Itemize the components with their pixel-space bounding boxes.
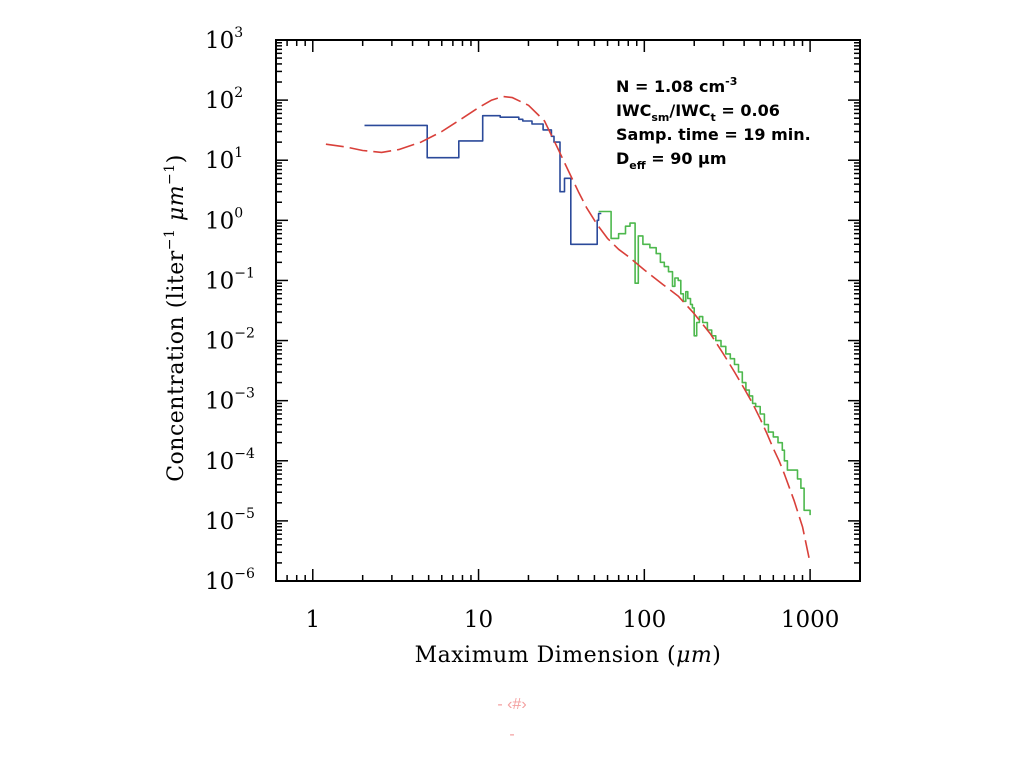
x-tick-label: 1	[305, 607, 320, 633]
x-tick-label: 100	[622, 607, 666, 633]
y-tick-label: 100	[205, 205, 243, 234]
axis-ticks	[275, 40, 861, 582]
y-tick-label: 10−3	[205, 386, 255, 415]
footer-dash: -	[509, 726, 515, 743]
data-series	[325, 95, 811, 564]
y-tick-label: 10−4	[205, 446, 255, 475]
x-axis-title: Maximum Dimension (μm)	[415, 643, 722, 668]
annotation-iwc-ratio: IWCsm/IWCt = 0.06	[616, 101, 780, 124]
x-tick-label: 1000	[781, 607, 840, 633]
series-line-1	[364, 114, 602, 246]
slide-number: - ‹#›	[497, 696, 527, 713]
y-tick-label: 102	[205, 85, 243, 114]
y-tick-label: 10−5	[205, 506, 255, 535]
y-tick-labels: 10−6 10−5 10−4 10−3 10−2 10−1 100 101 102 103	[205, 25, 255, 595]
y-axis-title: Concentration (liter−1 μm−1)	[162, 154, 189, 482]
y-tick-label: 101	[205, 145, 243, 174]
series-line-2	[598, 210, 811, 516]
annotation-number-concentration: N = 1.08 cm-3	[616, 75, 737, 96]
plot-frame	[275, 39, 861, 582]
series-line-3	[325, 95, 811, 564]
annotation-effective-diameter: Deff = 90 μm	[616, 149, 726, 172]
y-tick-label: 10−2	[205, 326, 255, 355]
x-tick-labels: 1 10 100 1000	[305, 607, 839, 633]
y-tick-label: 10−6	[205, 566, 255, 595]
y-tick-label: 103	[205, 25, 243, 54]
x-tick-label: 10	[464, 607, 493, 633]
y-tick-label: 10−1	[205, 265, 255, 294]
annotation-sample-time: Samp. time = 19 min.	[616, 125, 811, 144]
